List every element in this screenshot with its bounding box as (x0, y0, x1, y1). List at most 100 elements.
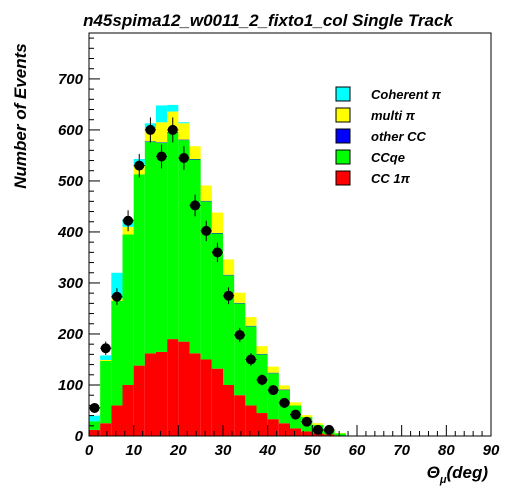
x-tick-label-90: 90 (483, 442, 500, 459)
x-tick-label-40: 40 (258, 442, 276, 459)
legend-label-1: multi π (371, 108, 416, 123)
bar-ccqe-4 (133, 174, 145, 366)
plot-frame (88, 32, 492, 437)
y-tick-label-200: 200 (57, 326, 84, 343)
data-point-4 (134, 160, 145, 171)
bar-ccqe-6 (156, 142, 168, 352)
y-tick-label-500: 500 (58, 173, 84, 190)
bar-other-cc-17 (278, 389, 290, 391)
bar-cc-1--1 (100, 423, 112, 436)
bar-other-cc-15 (256, 353, 268, 355)
bar-multi--15 (256, 346, 268, 354)
bar-ccqe-1 (100, 361, 112, 424)
y-tick-label-600: 600 (58, 122, 84, 139)
legend: Coherent π multi π other CC CCqe CC 1π (335, 86, 442, 186)
bar-multi--12 (223, 259, 235, 275)
x-axis-label: Θμ(deg) (427, 463, 489, 486)
bar-coherent--6 (156, 105, 168, 123)
bar-cc-1--5 (144, 353, 156, 436)
bar-cc-1--21 (323, 434, 335, 436)
bar-cc-1--17 (278, 423, 290, 436)
bar-coherent--1 (100, 355, 112, 360)
bar-multi--1 (100, 359, 112, 362)
bar-other-cc-13 (234, 302, 246, 304)
x-axis-label-symbol: Θ (427, 463, 440, 482)
bar-ccqe-10 (200, 201, 212, 360)
legend-label-4: CC 1π (371, 171, 411, 186)
bar-other-cc-12 (223, 274, 235, 276)
x-tick-label-50: 50 (304, 442, 321, 459)
bar-multi--22 (334, 432, 346, 434)
bar-ccqe-11 (211, 233, 223, 369)
data-point-17 (279, 397, 290, 408)
bar-ccqe-9 (189, 159, 201, 354)
bar-cc-1--7 (167, 339, 179, 436)
bar-cc-1--2 (111, 405, 123, 436)
data-point-6 (156, 151, 167, 162)
data-point-2 (111, 291, 122, 302)
bar-ccqe-3 (122, 234, 134, 385)
data-points (89, 117, 335, 435)
data-point-12 (223, 290, 234, 301)
legend-swatch-4 (335, 170, 351, 186)
bar-cc-1--10 (200, 359, 212, 436)
data-point-20 (312, 424, 323, 435)
x-tick-label-20: 20 (169, 442, 187, 459)
bar-multi--11 (211, 212, 223, 233)
y-tick-label-0: 0 (75, 428, 84, 445)
bar-cc-1--6 (156, 351, 168, 436)
y-axis-label: Number of Events (11, 43, 30, 188)
bar-cc-1--19 (301, 431, 313, 436)
bar-cc-1--3 (122, 384, 134, 436)
bar-coherent--8 (178, 122, 190, 124)
data-point-19 (301, 416, 312, 427)
legend-label-3: CCqe (371, 150, 405, 165)
axes: 0 10 20 30 40 50 60 70 80 90 0 100 200 300 400 500 600 70… (57, 37, 500, 459)
bar-ccqe-22 (334, 433, 346, 436)
x-tick-label-70: 70 (393, 442, 410, 459)
data-point-13 (234, 329, 245, 340)
x-tick-label-0: 0 (85, 442, 94, 459)
bar-multi--14 (245, 317, 257, 326)
bar-multi--13 (234, 292, 246, 303)
bar-cc-1--14 (245, 405, 257, 436)
x-tick-label-30: 30 (215, 442, 232, 459)
data-point-16 (268, 385, 279, 396)
legend-swatch-1 (335, 107, 351, 123)
y-tick-label-400: 400 (57, 224, 84, 241)
bar-other-cc-16 (267, 372, 279, 374)
bar-ccqe-8 (178, 140, 190, 342)
y-tick-label-700: 700 (58, 71, 84, 88)
bar-cc-1--13 (234, 395, 246, 436)
bar-ccqe-14 (245, 326, 257, 406)
x-axis-label-unit: (deg) (446, 463, 488, 482)
bar-ccqe-13 (234, 303, 246, 396)
bar-other-cc-11 (211, 232, 223, 234)
data-point-0 (89, 402, 100, 413)
data-point-18 (290, 409, 301, 420)
data-point-14 (245, 354, 256, 365)
bar-other-cc-6 (156, 142, 168, 143)
y-tick-label-300: 300 (58, 275, 84, 292)
bar-cc-1--11 (211, 368, 223, 436)
legend-swatch-3 (335, 149, 351, 165)
data-point-8 (178, 152, 189, 163)
bar-cc-1--18 (290, 428, 302, 436)
bar-cc-1--12 (223, 384, 235, 436)
bar-ccqe-2 (111, 300, 123, 406)
bar-coherent--2 (111, 272, 123, 299)
bar-cc-1--8 (178, 341, 190, 436)
data-point-10 (201, 225, 212, 236)
bar-other-cc-14 (245, 325, 257, 327)
bar-multi--16 (267, 366, 279, 373)
bar-cc-1--16 (267, 419, 279, 436)
bar-cc-1--0 (89, 429, 101, 436)
data-point-9 (190, 200, 201, 211)
bar-ccqe-16 (267, 373, 279, 420)
bar-ccqe-5 (144, 141, 156, 354)
bar-multi--6 (156, 122, 168, 143)
x-tick-label-80: 80 (438, 442, 455, 459)
bar-cc-1--4 (133, 365, 145, 436)
legend-swatch-2 (335, 128, 351, 144)
